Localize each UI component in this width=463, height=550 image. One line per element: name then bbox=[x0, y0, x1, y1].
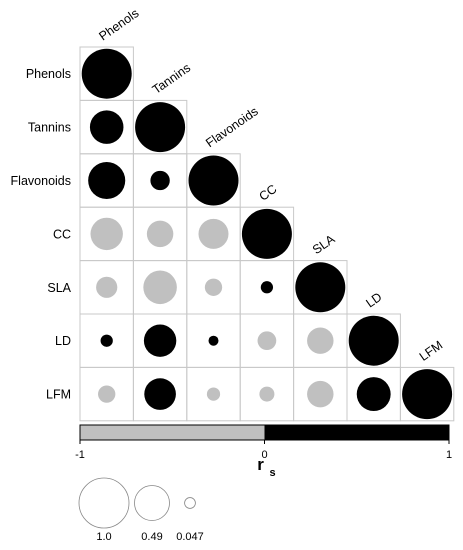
column-label: LD bbox=[363, 290, 384, 311]
correlation-circle bbox=[135, 102, 186, 153]
correlation-circle bbox=[295, 262, 346, 313]
size-legend-label: 0.49 bbox=[141, 531, 162, 543]
correlation-circle bbox=[98, 385, 116, 403]
row-label: Flavonoids bbox=[11, 174, 71, 188]
correlation-circle bbox=[356, 377, 391, 412]
size-legend-circle bbox=[184, 497, 196, 509]
size-legend-circle bbox=[134, 485, 170, 521]
correlation-circle bbox=[307, 327, 334, 354]
correlation-circle bbox=[206, 387, 221, 401]
size-legend-label: 0.047 bbox=[176, 531, 204, 543]
row-label: LFM bbox=[46, 388, 71, 402]
correlation-circle bbox=[204, 278, 223, 296]
correlation-circle bbox=[402, 369, 453, 420]
column-label: CC bbox=[257, 182, 280, 204]
axis-label-subscript: s bbox=[270, 467, 276, 479]
row-label: LD bbox=[55, 334, 71, 348]
size-legend-label: 1.0 bbox=[96, 531, 111, 543]
correlation-circle bbox=[188, 155, 239, 206]
correlation-circle bbox=[348, 315, 399, 366]
correlation-circle bbox=[144, 378, 176, 410]
correlation-circle bbox=[146, 220, 174, 248]
correlation-circle bbox=[208, 335, 219, 346]
correlation-circle bbox=[241, 208, 292, 259]
correlation-circle bbox=[89, 110, 124, 144]
row-label: SLA bbox=[47, 281, 71, 295]
matrix-cell bbox=[399, 366, 455, 422]
row-label: Tannins bbox=[28, 121, 71, 135]
row-label: CC bbox=[53, 227, 71, 241]
correlation-circle bbox=[257, 331, 277, 351]
correlation-circle bbox=[143, 324, 177, 357]
row-label: Phenols bbox=[26, 67, 71, 81]
colorbar-tick-label: 1 bbox=[446, 449, 452, 461]
colorbar-tick-label: -1 bbox=[75, 449, 85, 461]
correlation-circle bbox=[307, 380, 334, 408]
correlation-circle bbox=[198, 218, 229, 249]
correlation-circle bbox=[260, 281, 274, 294]
column-label: Phenols bbox=[96, 6, 141, 43]
size-legend-circle bbox=[78, 477, 130, 529]
axis-label: r bbox=[257, 455, 264, 474]
column-label: SLA bbox=[310, 232, 338, 257]
colorbar-positive bbox=[264, 425, 449, 440]
colorbar-negative bbox=[80, 425, 265, 440]
correlation-circle bbox=[100, 334, 113, 347]
column-label: Tannins bbox=[150, 61, 193, 97]
column-label: LFM bbox=[417, 338, 446, 364]
colorbar-tick-label: 0 bbox=[261, 449, 267, 461]
column-label: Flavonoids bbox=[203, 104, 261, 150]
correlation-circle bbox=[143, 270, 177, 305]
correlation-circle bbox=[150, 170, 170, 191]
correlation-circle bbox=[81, 48, 132, 99]
correlation-circle bbox=[90, 217, 123, 251]
correlation-circle bbox=[259, 386, 275, 402]
correlation-circle bbox=[88, 161, 126, 200]
correlation-circle bbox=[96, 276, 118, 298]
